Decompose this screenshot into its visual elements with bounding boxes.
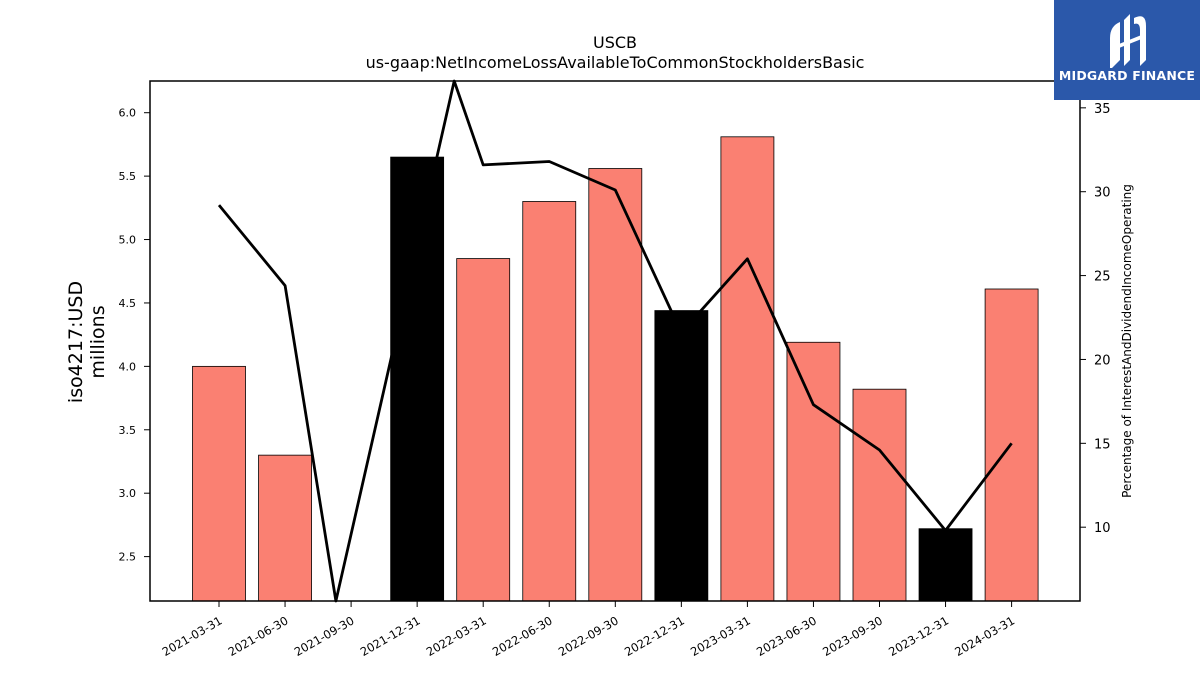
bar-2022-09-30	[588, 168, 643, 602]
left-tick-label: 6.0	[119, 107, 137, 120]
chart-subtitle: us-gaap:NetIncomeLossAvailableToCommonSt…	[366, 53, 865, 72]
x-tick-label: 2023-03-31	[688, 613, 753, 659]
left-tick-label: 5.0	[119, 234, 137, 247]
logo-mark-icon	[1110, 14, 1146, 68]
left-axis-unit: millions	[87, 305, 109, 378]
bar-2023-12-31	[918, 528, 973, 602]
x-tick-label: 2021-09-30	[292, 613, 357, 659]
right-tick-label: 10	[1094, 521, 1111, 536]
x-tick-label: 2022-03-31	[424, 613, 489, 659]
right-tick-label: 15	[1094, 437, 1111, 452]
left-axis-ticks: 2.5 3.0 3.5 4.0 4.5 5.0 5.5 6.0	[119, 107, 150, 564]
bar-2022-03-31	[456, 258, 511, 602]
bar-2022-12-31	[654, 310, 709, 602]
x-tick-label: 2022-06-30	[490, 613, 555, 659]
right-axis-label: Percentage of InterestAndDividendIncomeO…	[1120, 184, 1134, 498]
x-tick-label: 2023-06-30	[754, 613, 819, 659]
x-tick-label: 2023-12-31	[886, 613, 951, 659]
left-tick-label: 4.0	[119, 360, 137, 373]
right-axis-ticks: 10 15 20 25 30 35	[1080, 102, 1111, 536]
x-tick-label: 2022-12-31	[622, 613, 687, 659]
x-tick-label: 2024-03-31	[952, 613, 1017, 659]
x-tick-label: 2021-03-31	[160, 613, 225, 659]
x-tick-label: 2022-09-30	[556, 613, 621, 659]
right-tick-label: 35	[1094, 102, 1111, 117]
logo-text: MIDGARD FINANCE	[1058, 68, 1196, 83]
midgard-finance-logo: MIDGARD FINANCE	[1054, 0, 1200, 100]
bar-2021-12-31	[390, 156, 445, 602]
left-tick-label: 2.5	[119, 551, 137, 564]
bar-2021-03-31	[192, 365, 246, 602]
left-axis-label: iso4217:USD	[65, 281, 87, 403]
right-tick-label: 25	[1094, 270, 1111, 285]
left-tick-label: 3.0	[119, 487, 137, 500]
x-tick-label: 2023-09-30	[820, 613, 885, 659]
x-axis-ticks: 2021-03-31 2021-06-30 2021-09-30 2021-12-31…	[160, 601, 1017, 659]
bar-2023-09-30	[852, 388, 907, 602]
chart-title: USCB	[593, 33, 637, 52]
left-tick-label: 5.5	[119, 170, 137, 183]
right-tick-label: 20	[1094, 353, 1111, 368]
right-tick-label: 30	[1094, 186, 1111, 201]
left-tick-label: 3.5	[119, 424, 137, 437]
x-tick-label: 2021-06-30	[226, 613, 291, 659]
left-tick-label: 4.5	[119, 297, 137, 310]
bar-2021-06-30	[258, 454, 312, 602]
bar-2022-06-30	[522, 201, 577, 602]
x-tick-label: 2021-12-31	[358, 613, 423, 659]
bars-layer	[192, 136, 1039, 602]
bar-2023-03-31	[720, 136, 775, 602]
bar-2023-06-30	[786, 341, 841, 602]
